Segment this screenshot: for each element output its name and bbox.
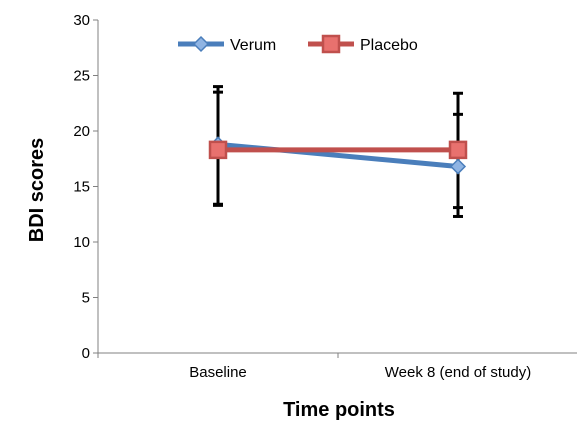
legend-marker-placebo: [321, 34, 341, 54]
y-axis-ticks: 0 5 10 15 20 25 30: [73, 12, 98, 362]
y-tick-label: 25: [73, 68, 90, 85]
y-tick-label: 0: [82, 345, 90, 362]
y-axis-title: BDI scores: [26, 138, 48, 243]
x-category-label: Baseline: [189, 364, 247, 381]
legend-marker-verum: [192, 35, 210, 53]
legend: Verum Placebo: [178, 34, 418, 54]
data-point-verum: [449, 158, 467, 175]
y-tick-label: 5: [82, 290, 90, 307]
data-point-placebo: [448, 140, 468, 160]
legend-item-verum: Verum: [178, 35, 276, 54]
y-tick-label: 15: [73, 179, 90, 196]
y-tick-label: 10: [73, 234, 90, 251]
series-layer: [208, 85, 468, 218]
x-axis-ticks: Baseline Week 8 (end of study): [97, 353, 531, 381]
legend-label-verum: Verum: [230, 37, 276, 54]
x-category-label: Week 8 (end of study): [385, 364, 531, 381]
legend-item-placebo: Placebo: [308, 34, 418, 54]
y-tick-label: 30: [73, 12, 90, 29]
legend-label-placebo: Placebo: [360, 37, 418, 54]
y-tick-label: 20: [73, 123, 90, 140]
data-point-placebo: [208, 140, 228, 160]
x-axis-title: Time points: [283, 399, 395, 421]
axes: [97, 20, 577, 354]
